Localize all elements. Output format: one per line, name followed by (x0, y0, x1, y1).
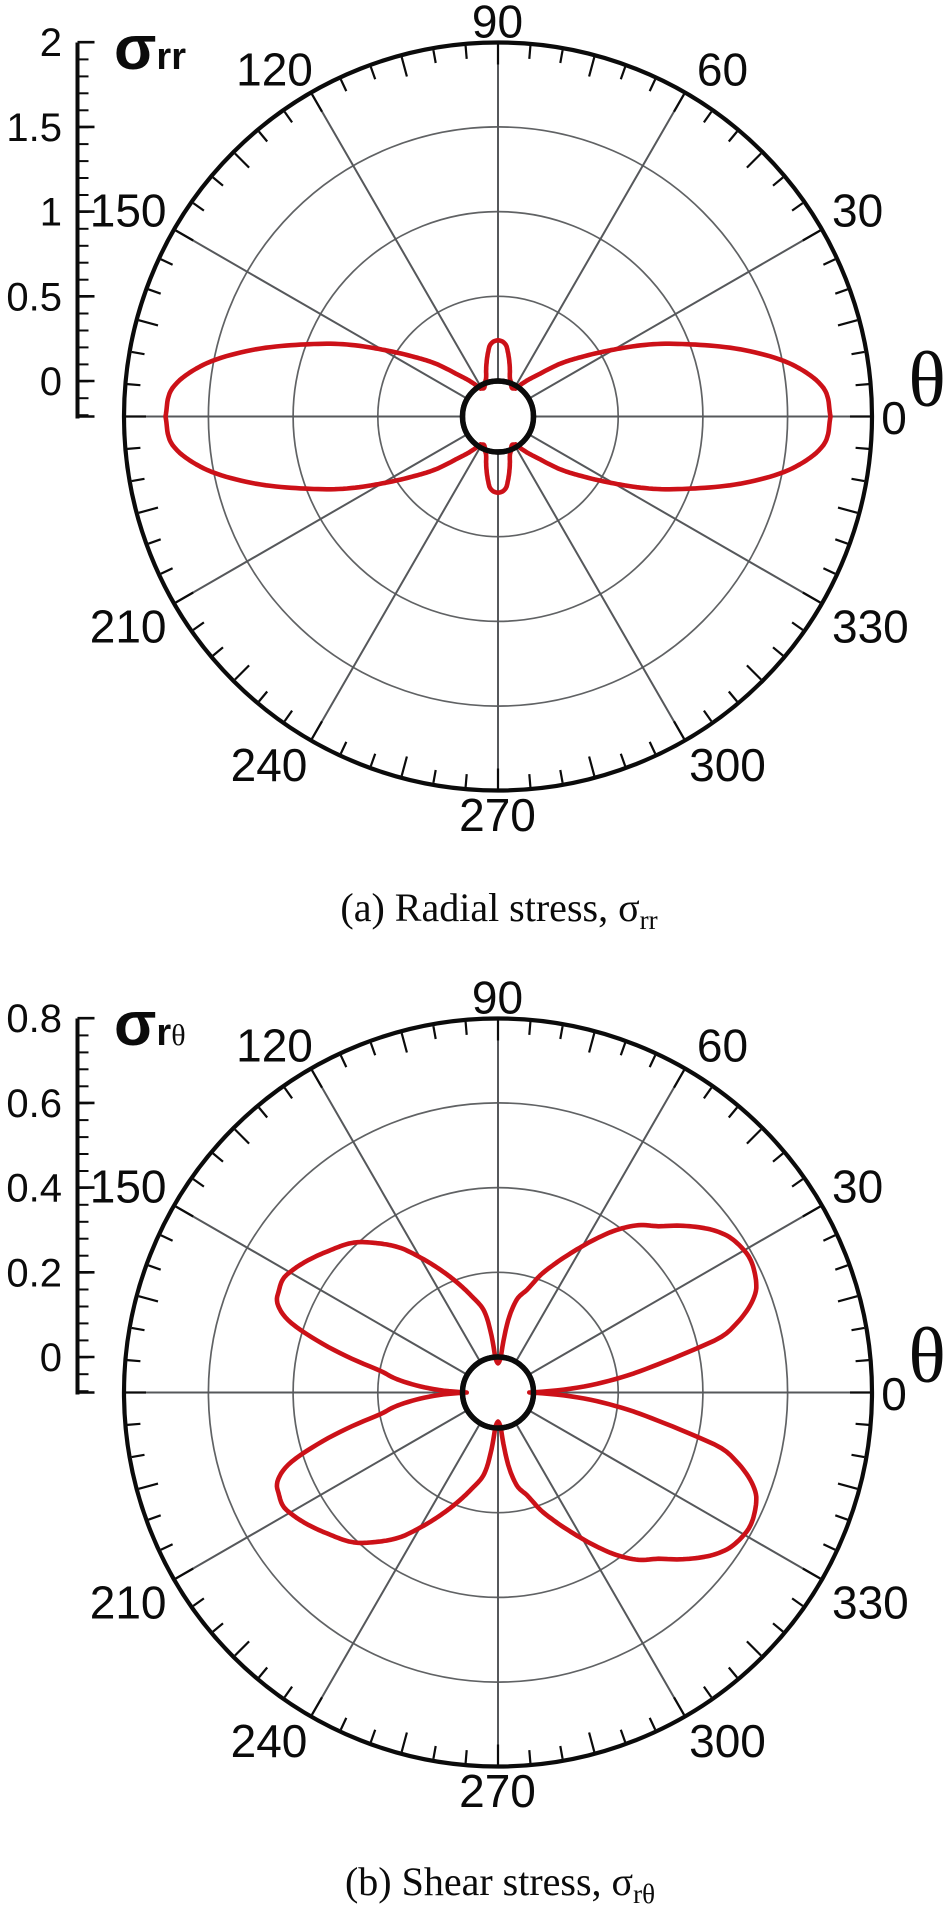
svg-text:330: 330 (832, 601, 909, 653)
svg-text:270: 270 (459, 789, 536, 841)
svg-text:210: 210 (90, 1577, 167, 1629)
svg-text:0: 0 (40, 360, 62, 404)
svg-text:150: 150 (90, 1161, 167, 1213)
svg-text:270: 270 (459, 1765, 536, 1817)
svg-text:(b) Shear stress, σrθ: (b) Shear stress, σrθ (345, 1859, 655, 1907)
svg-text:330: 330 (832, 1577, 909, 1629)
svg-text:2: 2 (40, 21, 62, 65)
svg-text:300: 300 (689, 1715, 766, 1767)
svg-text:60: 60 (697, 1020, 748, 1072)
svg-text:90: 90 (472, 972, 523, 1024)
svg-text:120: 120 (236, 44, 313, 96)
svg-text:σrr: σrr (114, 14, 186, 83)
svg-text:240: 240 (231, 739, 308, 791)
svg-text:θ: θ (908, 1312, 945, 1399)
svg-text:0.2: 0.2 (6, 1251, 62, 1295)
svg-text:30: 30 (832, 1161, 883, 1213)
svg-text:0.5: 0.5 (6, 275, 62, 319)
svg-text:0.6: 0.6 (6, 1082, 62, 1126)
svg-text:σrθ: σrθ (114, 990, 186, 1059)
svg-text:0: 0 (881, 1368, 907, 1420)
svg-text:1: 1 (40, 191, 62, 235)
svg-text:1.5: 1.5 (6, 106, 62, 150)
svg-text:210: 210 (90, 601, 167, 653)
svg-text:240: 240 (231, 1715, 308, 1767)
svg-text:60: 60 (697, 44, 748, 96)
svg-text:30: 30 (832, 185, 883, 237)
svg-text:0.4: 0.4 (6, 1167, 62, 1211)
svg-text:150: 150 (90, 185, 167, 237)
svg-text:θ: θ (908, 336, 945, 423)
svg-text:0: 0 (40, 1336, 62, 1380)
svg-text:300: 300 (689, 739, 766, 791)
svg-text:120: 120 (236, 1020, 313, 1072)
svg-text:0: 0 (881, 392, 907, 444)
svg-text:(a) Radial stress, σrr: (a) Radial stress, σrr (340, 885, 657, 935)
svg-text:90: 90 (472, 0, 523, 48)
svg-text:0.8: 0.8 (6, 997, 62, 1041)
